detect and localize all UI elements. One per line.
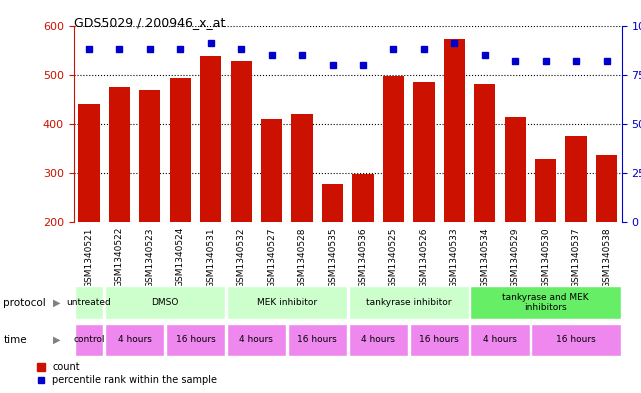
Text: GSM1340525: GSM1340525 <box>389 227 398 288</box>
Bar <box>231 61 252 320</box>
Text: tankyrase and MEK
inhibitors: tankyrase and MEK inhibitors <box>503 293 589 312</box>
Text: GSM1340528: GSM1340528 <box>297 227 306 288</box>
Text: ▶: ▶ <box>53 298 61 308</box>
Bar <box>139 90 160 320</box>
Bar <box>227 324 286 356</box>
Bar <box>410 324 469 356</box>
Bar <box>78 104 99 320</box>
Text: GSM1340533: GSM1340533 <box>450 227 459 288</box>
Bar <box>227 286 347 319</box>
Text: GSM1340532: GSM1340532 <box>237 227 246 288</box>
Bar <box>74 286 103 319</box>
Legend: count, percentile rank within the sample: count, percentile rank within the sample <box>37 362 217 386</box>
Bar <box>531 324 621 356</box>
Text: GSM1340535: GSM1340535 <box>328 227 337 288</box>
Text: 16 hours: 16 hours <box>419 336 459 344</box>
Text: ▶: ▶ <box>53 335 61 345</box>
Bar <box>109 87 130 320</box>
Bar <box>383 75 404 320</box>
Text: protocol: protocol <box>3 298 46 308</box>
Text: GSM1340531: GSM1340531 <box>206 227 215 288</box>
Text: 16 hours: 16 hours <box>297 336 337 344</box>
Bar <box>535 159 556 320</box>
Text: 4 hours: 4 hours <box>362 336 395 344</box>
Text: 16 hours: 16 hours <box>176 336 215 344</box>
Bar <box>444 39 465 320</box>
Bar <box>200 57 221 320</box>
Text: MEK inhibitor: MEK inhibitor <box>257 298 317 307</box>
Bar <box>105 324 164 356</box>
Text: control: control <box>73 336 104 344</box>
Text: GSM1340529: GSM1340529 <box>511 227 520 288</box>
Bar <box>288 324 347 356</box>
Bar <box>166 324 225 356</box>
Text: GSM1340538: GSM1340538 <box>602 227 611 288</box>
Bar <box>322 184 343 320</box>
Bar <box>261 119 282 320</box>
Text: GSM1340523: GSM1340523 <box>146 227 154 288</box>
Text: GSM1340526: GSM1340526 <box>419 227 428 288</box>
Text: untreated: untreated <box>67 298 112 307</box>
Bar <box>470 286 621 319</box>
Text: GSM1340521: GSM1340521 <box>85 227 94 288</box>
Bar <box>74 324 103 356</box>
Bar <box>504 117 526 320</box>
Bar <box>349 324 408 356</box>
Text: GSM1340522: GSM1340522 <box>115 227 124 287</box>
Text: time: time <box>3 335 27 345</box>
Bar <box>565 136 587 320</box>
Text: GSM1340524: GSM1340524 <box>176 227 185 287</box>
Text: 4 hours: 4 hours <box>240 336 273 344</box>
Bar <box>353 174 374 320</box>
Text: 4 hours: 4 hours <box>118 336 151 344</box>
Text: GDS5029 / 200946_x_at: GDS5029 / 200946_x_at <box>74 16 225 29</box>
Text: DMSO: DMSO <box>151 298 179 307</box>
Bar <box>470 324 529 356</box>
Text: GSM1340537: GSM1340537 <box>572 227 581 288</box>
Bar <box>349 286 469 319</box>
Text: 16 hours: 16 hours <box>556 336 596 344</box>
Text: GSM1340527: GSM1340527 <box>267 227 276 288</box>
Text: tankyrase inhibitor: tankyrase inhibitor <box>366 298 451 307</box>
Bar <box>474 84 495 320</box>
Bar <box>170 78 191 320</box>
Bar <box>413 82 435 320</box>
Bar <box>596 155 617 320</box>
Bar <box>105 286 225 319</box>
Text: GSM1340530: GSM1340530 <box>541 227 550 288</box>
Text: GSM1340536: GSM1340536 <box>358 227 367 288</box>
Text: 4 hours: 4 hours <box>483 336 517 344</box>
Text: GSM1340534: GSM1340534 <box>480 227 489 288</box>
Bar <box>292 114 313 320</box>
